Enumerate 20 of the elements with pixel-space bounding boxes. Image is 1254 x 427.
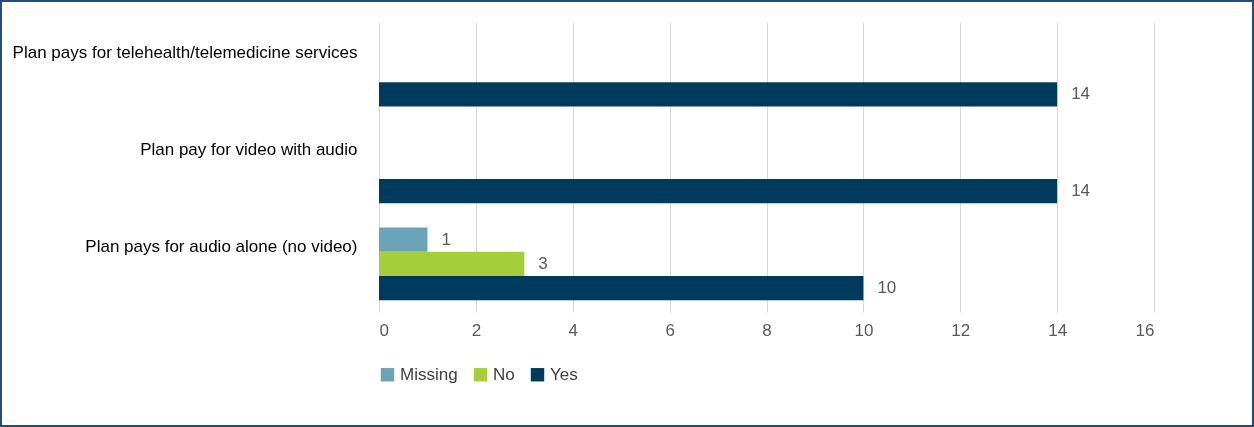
x-tick-label: 2	[471, 320, 482, 340]
x-tick-label: 14	[1048, 320, 1068, 340]
legend-label: Yes	[550, 364, 578, 384]
y-tick-label: Plan pays for audio alone (no video)	[85, 236, 358, 256]
y-tick-label: Plan pay for video with audio	[140, 140, 358, 159]
data-label: 10	[877, 278, 897, 298]
x-tick-label: 0	[379, 320, 389, 340]
x-tick-label: 16	[1135, 320, 1155, 340]
data-label: 14	[1071, 84, 1091, 104]
x-tick-label: 12	[951, 320, 971, 340]
x-tick-label: 4	[568, 320, 578, 340]
x-tick-label: 10	[854, 320, 874, 340]
data-label: 14	[1071, 181, 1091, 201]
legend-label: No	[493, 364, 515, 384]
data-label: 3	[538, 253, 548, 273]
y-tick-label: Plan pays for telehealth/telemedicine services	[12, 43, 358, 63]
legend-label: Missing	[400, 364, 458, 384]
x-tick-label: 8	[762, 320, 772, 340]
x-tick-label: 6	[665, 320, 675, 340]
data-label: 1	[441, 229, 451, 249]
